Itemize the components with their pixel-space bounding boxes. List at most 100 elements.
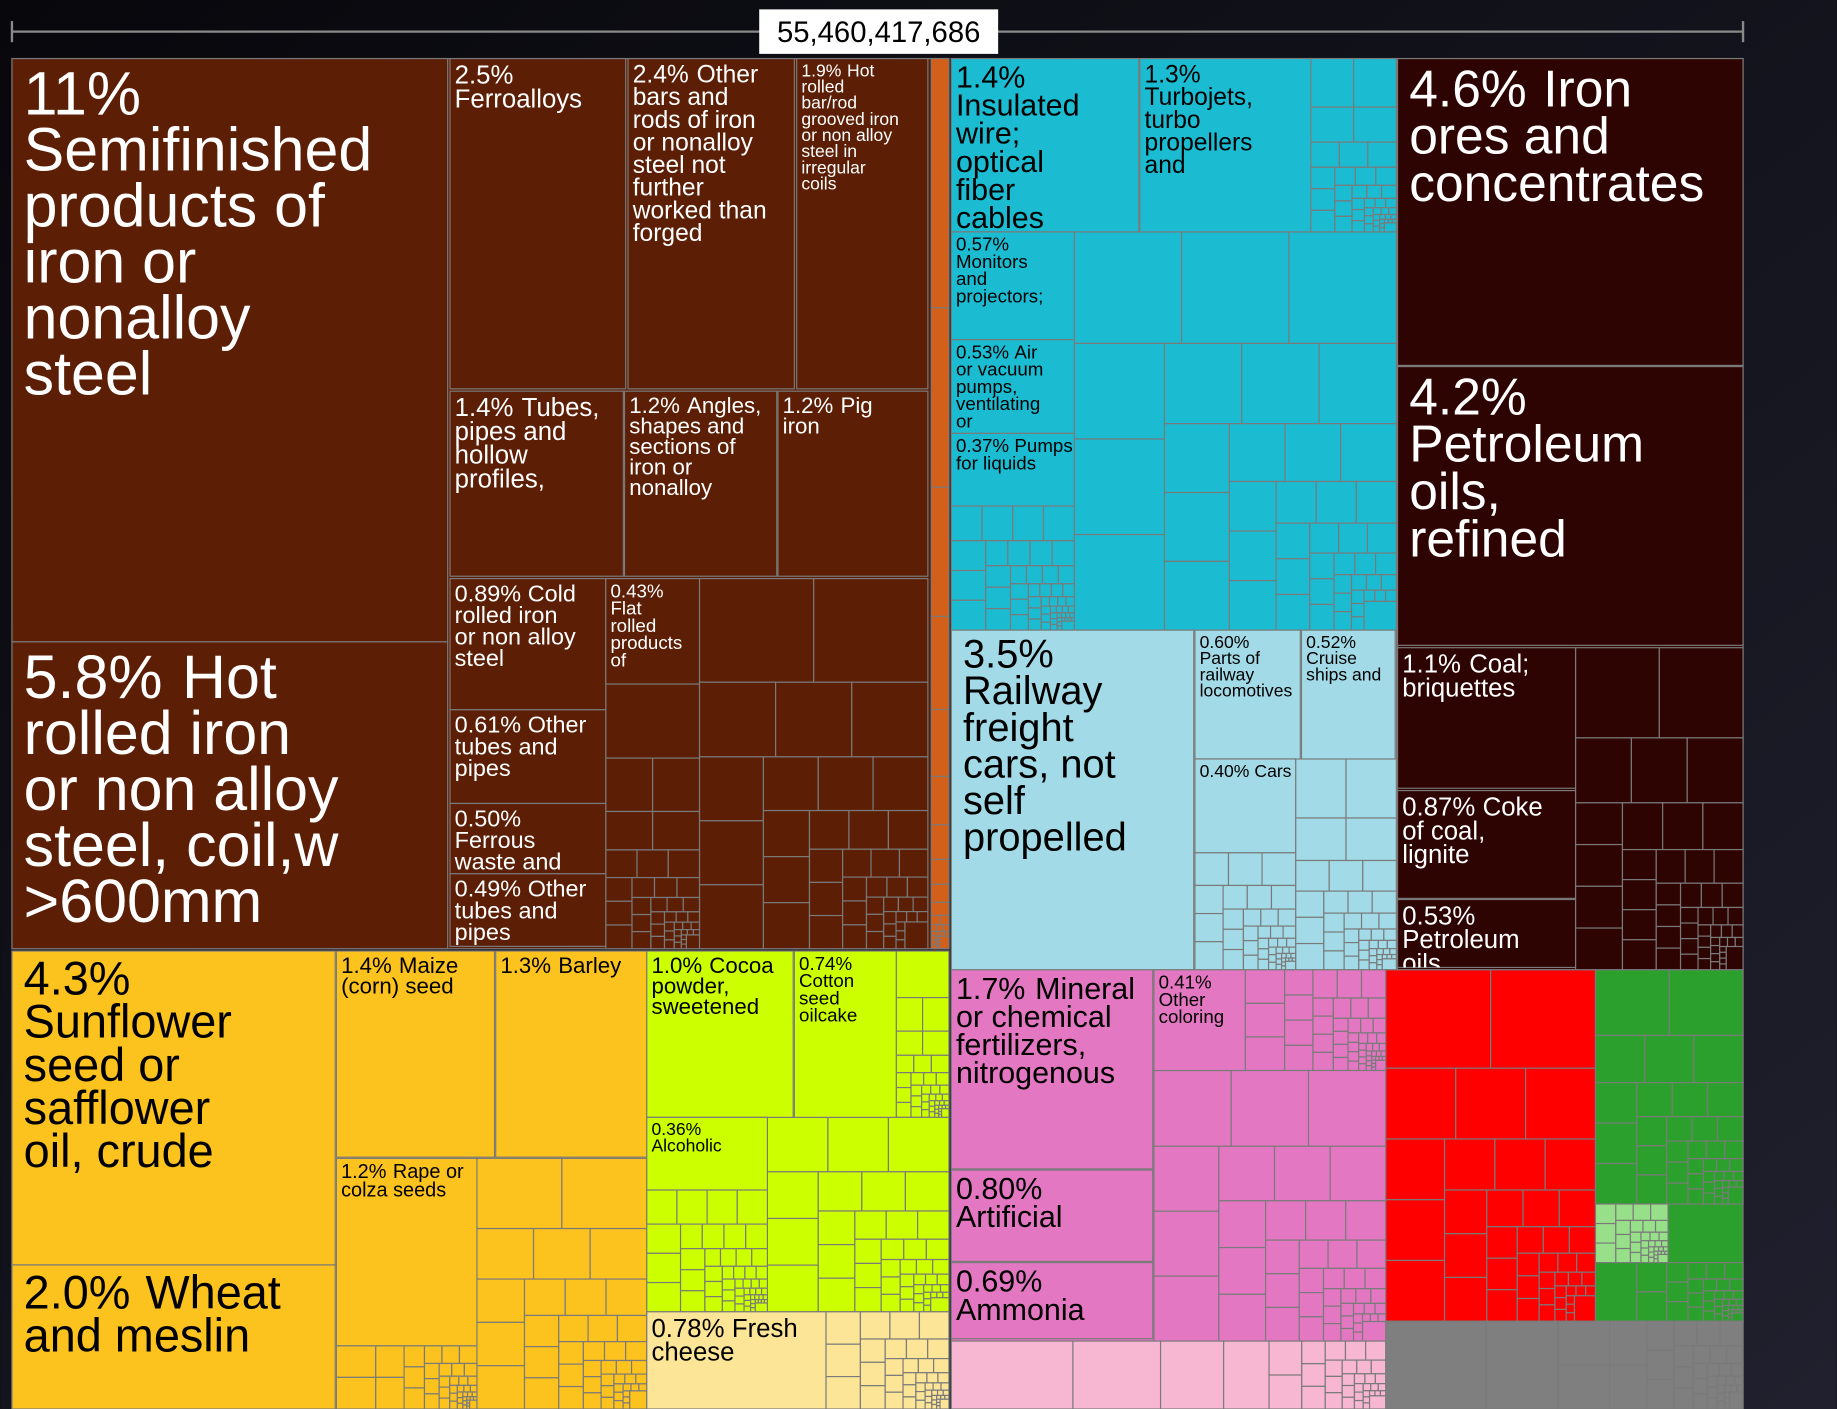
label-line: further [633,175,711,202]
small-cell [899,1258,918,1275]
small-cell [652,757,701,813]
small-cell [902,1358,919,1374]
small-cell [1721,1197,1729,1205]
small-cell [1709,1345,1728,1365]
value-label: 0.60% [1200,632,1250,652]
small-cell [1269,925,1284,939]
small-cell [898,848,929,878]
label-line: products [610,632,687,653]
small-cell [1324,1392,1343,1409]
treemap-cell [1396,790,1577,899]
treemap-cell [1396,57,1744,367]
small-cell [817,1210,856,1246]
small-cell [1347,890,1373,914]
small-cell [1360,969,1387,999]
cell-label: 1.3% Barley [500,953,622,978]
small-cell [1679,906,1699,924]
small-cell [859,1311,891,1340]
small-cell [1332,1017,1349,1032]
treemap-cell [11,950,336,1266]
small-cell [825,1376,861,1409]
small-cell [1322,1305,1342,1325]
small-cell [899,1273,915,1288]
small-cell [1372,207,1382,216]
small-cell [1724,1262,1744,1280]
small-cell [1386,953,1393,960]
small-cell [1309,552,1335,580]
small-cell [1716,1158,1731,1172]
small-cell [930,307,950,488]
small-cell [1351,208,1366,222]
small-cell [939,935,950,950]
small-cell [930,939,937,945]
small-cell [1379,222,1386,229]
label-line: Coke [1483,794,1550,822]
small-cell [924,1395,933,1404]
small-cell [913,1273,927,1286]
small-cell [1218,1246,1267,1295]
small-cell [1301,1340,1326,1365]
small-cell [1344,1340,1367,1361]
small-cell [1358,1063,1367,1072]
small-cell [1636,1082,1673,1118]
cell-label: 0.50%Ferrous waste and [454,805,562,873]
value-label: 4.6% [1409,59,1526,117]
category-label: Air or vacuum pumps, ventilating or [956,341,1049,431]
small-cell [1353,1391,1364,1402]
label-line: cheese [651,1339,734,1367]
small-cell [1027,618,1042,631]
label-line: Angles, [687,393,767,418]
value-label: 0.57% [956,234,1009,255]
label-line: Other [528,712,593,738]
small-cell [613,1400,624,1409]
label-line: sweetened [651,994,759,1019]
small-cell [1706,1362,1720,1377]
small-cell [1328,859,1364,892]
small-cell [930,615,950,711]
small-cell [605,1278,648,1317]
small-cell [1673,1366,1694,1389]
treemap-cell [1139,57,1312,233]
label-line: Semifinished [24,116,390,184]
small-cell [870,848,901,878]
small-cell [469,1399,478,1409]
small-cell [1295,942,1325,971]
small-cell [456,1402,464,1409]
small-cell [1310,141,1340,168]
small-cell [1734,936,1744,948]
small-cell [1713,1187,1724,1197]
small-cell [1039,583,1052,598]
small-cell [1281,965,1287,971]
small-cell [886,876,908,898]
small-cell [1267,961,1277,971]
small-cell [1655,904,1682,928]
small-cell [1640,1231,1651,1242]
small-cell [1355,1288,1372,1304]
small-cell [1585,1285,1597,1297]
cell-label: 0.36%Alcoholic [651,1119,721,1155]
small-cell [456,1384,465,1393]
small-cell [582,1341,606,1362]
label-line: Flat [610,598,646,619]
small-cell [915,1390,926,1401]
small-cell [1362,859,1397,892]
small-cell [750,1298,756,1305]
treemap-cell [623,390,778,577]
small-cell [1581,1271,1597,1287]
small-cell [1049,618,1058,625]
small-cell [1194,912,1224,943]
label-line: Alcoholic [651,1135,721,1155]
small-cell [1284,960,1297,971]
small-cell [1723,1391,1731,1399]
cells: 11%Semifinished products of iron or nona… [11,57,1744,1409]
small-cell [1372,213,1381,221]
label-line: shapes and [629,414,750,439]
small-cell [922,1030,950,1056]
small-cell [931,1389,939,1397]
small-cell [1062,583,1075,598]
small-cell [930,1297,950,1313]
small-cell [930,924,938,933]
small-cell [449,1400,458,1409]
value-label: 1.3% [1145,62,1201,89]
small-cell [1671,1082,1709,1118]
